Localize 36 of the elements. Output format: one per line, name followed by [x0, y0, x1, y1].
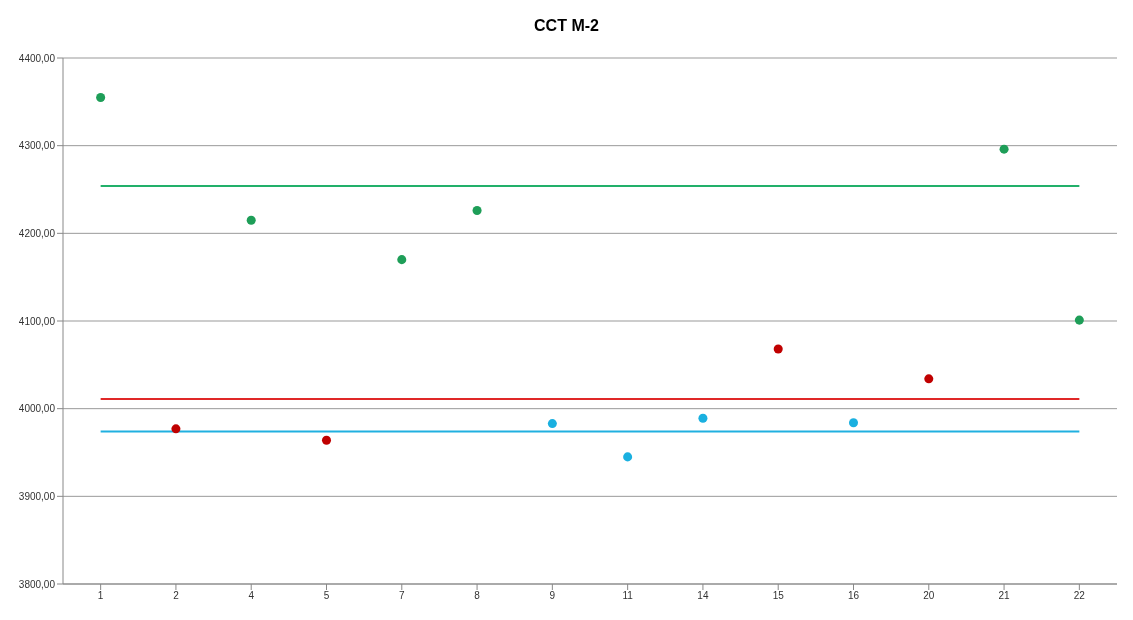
point	[848, 418, 859, 428]
point	[246, 215, 256, 225]
y-tick-label: 3900,00	[18, 490, 56, 502]
point	[397, 255, 407, 265]
y-tick-label: 4400,00	[18, 52, 56, 64]
point	[472, 206, 482, 216]
y-tick-label: 4300,00	[18, 140, 56, 152]
point	[321, 435, 332, 445]
x-tick-label: 15	[772, 590, 785, 602]
x-tick-label: 5	[323, 590, 330, 602]
point	[171, 424, 181, 434]
x-tick-label: 2	[173, 590, 180, 602]
point	[698, 413, 708, 423]
x-tick-label: 8	[474, 590, 481, 602]
point	[773, 344, 783, 354]
point	[96, 92, 106, 102]
point	[547, 419, 557, 429]
y-tick-label: 4000,00	[18, 403, 56, 415]
x-tick-label: 4	[248, 590, 255, 602]
chart-title: CCT M-2	[533, 16, 600, 36]
x-tick-label: 22	[1073, 590, 1086, 602]
y-tick-label: 4200,00	[18, 227, 56, 239]
point	[999, 144, 1009, 154]
y-tick-label: 3800,00	[18, 578, 56, 590]
point	[924, 374, 934, 384]
x-tick-label: 20	[923, 590, 935, 602]
x-tick-label: 21	[998, 590, 1011, 602]
point	[1074, 315, 1084, 325]
x-tick-label: 7	[399, 590, 405, 602]
point	[623, 452, 633, 462]
x-tick-label: 9	[549, 590, 556, 602]
x-tick-label: 14	[697, 590, 709, 602]
x-tick-label: 11	[622, 590, 634, 602]
x-tick-label: 16	[847, 590, 860, 602]
x-tick-label: 1	[97, 590, 104, 602]
y-tick-label: 4100,00	[18, 315, 56, 327]
